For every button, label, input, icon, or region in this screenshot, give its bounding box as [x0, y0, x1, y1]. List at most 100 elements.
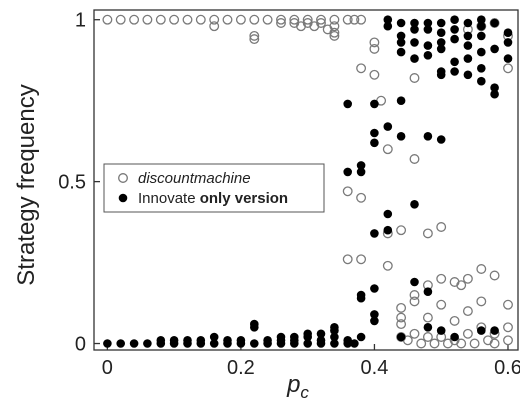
data-point-discountmachine — [422, 312, 433, 323]
data-point-innovate-only — [477, 76, 486, 86]
data-point-discountmachine — [503, 335, 513, 346]
data-point-discountmachine — [409, 73, 420, 83]
data-point-discountmachine — [382, 144, 393, 155]
data-point-innovate-only — [436, 38, 446, 47]
data-point-discountmachine — [382, 260, 393, 271]
data-point-innovate-only — [236, 336, 246, 345]
x-tick-label: 0.4 — [361, 357, 389, 379]
data-point-innovate-only — [450, 25, 459, 34]
data-point-discountmachine — [342, 14, 353, 25]
data-point-innovate-only — [436, 44, 446, 54]
x-ticks: 0 0.2 0.4 0.6 — [102, 344, 520, 379]
data-point-discountmachine — [369, 37, 380, 48]
data-point-discountmachine — [369, 69, 380, 80]
data-point-innovate-only — [396, 47, 406, 57]
data-point-discountmachine — [503, 299, 513, 310]
data-point-discountmachine — [503, 322, 513, 333]
data-point-innovate-only — [477, 15, 486, 24]
data-point-discountmachine — [169, 14, 180, 25]
data-point-discountmachine — [142, 14, 153, 25]
data-point-innovate-only — [383, 21, 393, 31]
data-point-innovate-only — [436, 70, 446, 80]
data-point-innovate-only — [169, 336, 179, 345]
data-point-discountmachine — [462, 273, 473, 284]
legend-label-innovate: Innovate only version — [138, 190, 288, 207]
data-point-discountmachine — [416, 338, 427, 349]
data-point-discountmachine — [249, 14, 260, 25]
data-point-innovate-only — [490, 326, 499, 335]
legend-label-innovate-plain: Innovate — [138, 190, 196, 207]
data-point-innovate-only — [477, 326, 486, 335]
data-point-discountmachine — [409, 328, 420, 339]
data-point-innovate-only — [450, 332, 459, 342]
data-point-innovate-only — [343, 167, 353, 177]
data-point-innovate-only — [477, 64, 486, 73]
data-point-innovate-only — [423, 132, 433, 141]
data-point-discountmachine — [369, 43, 380, 54]
data-point-innovate-only — [436, 135, 446, 144]
data-point-innovate-only — [103, 339, 112, 348]
data-point-innovate-only — [330, 339, 339, 348]
data-point-innovate-only — [503, 38, 513, 47]
data-point-discountmachine — [422, 228, 433, 239]
data-point-innovate-only — [316, 329, 326, 339]
data-point-innovate-only — [303, 339, 313, 348]
data-point-innovate-only — [450, 34, 459, 44]
x-axis-title: pc — [286, 371, 309, 402]
data-point-innovate-only — [490, 18, 499, 28]
data-point-innovate-only — [436, 28, 446, 37]
data-point-innovate-only — [477, 31, 486, 41]
data-point-innovate-only — [223, 336, 232, 345]
data-point-discountmachine — [456, 338, 467, 349]
data-point-innovate-only — [356, 290, 366, 300]
data-point-innovate-only — [303, 329, 313, 339]
data-point-innovate-only — [450, 15, 459, 24]
data-point-discountmachine — [422, 332, 433, 342]
data-point-discountmachine — [356, 254, 367, 265]
data-point-discountmachine — [476, 296, 487, 307]
data-point-innovate-only — [350, 339, 359, 348]
data-point-discountmachine — [436, 273, 447, 284]
data-point-innovate-only — [383, 209, 393, 219]
data-point-discountmachine — [249, 30, 260, 41]
axes — [93, 9, 519, 351]
legend-box — [103, 163, 325, 213]
data-point-discountmachine — [489, 270, 500, 281]
data-point-innovate-only — [183, 336, 192, 345]
data-point-discountmachine — [316, 18, 326, 28]
data-point-innovate-only — [503, 54, 513, 63]
data-point-innovate-only — [383, 225, 393, 235]
data-point-innovate-only — [490, 44, 499, 54]
data-point-innovate-only — [343, 99, 353, 109]
x-tick-label: 0.6 — [494, 357, 520, 379]
data-point-innovate-only — [250, 319, 259, 329]
data-point-innovate-only — [463, 70, 473, 80]
data-point-discountmachine — [409, 290, 420, 300]
data-point-innovate-only — [316, 336, 326, 345]
data-points — [102, 14, 513, 349]
data-point-innovate-only — [423, 51, 433, 60]
data-point-innovate-only — [196, 336, 206, 345]
data-point-innovate-only — [209, 339, 219, 348]
data-point-innovate-only — [410, 38, 419, 47]
legend-marker-filled — [118, 193, 128, 203]
data-point-innovate-only — [410, 25, 419, 34]
data-point-discountmachine — [342, 254, 353, 265]
data-point-innovate-only — [423, 25, 433, 34]
data-point-innovate-only — [450, 57, 459, 67]
data-point-discountmachine — [316, 14, 326, 25]
y-ticks: 00.51 — [58, 10, 100, 356]
data-point-innovate-only — [156, 336, 166, 345]
data-point-innovate-only — [396, 132, 406, 141]
data-point-innovate-only — [209, 332, 219, 342]
data-point-innovate-only — [290, 332, 299, 342]
data-point-innovate-only — [356, 161, 366, 170]
data-point-innovate-only — [370, 138, 379, 148]
x-tick-label: 0.2 — [227, 357, 255, 379]
data-point-discountmachine — [489, 338, 500, 349]
data-point-discountmachine — [115, 14, 126, 25]
data-point-discountmachine — [356, 63, 367, 74]
data-point-innovate-only — [396, 332, 406, 342]
data-point-innovate-only — [356, 332, 366, 342]
